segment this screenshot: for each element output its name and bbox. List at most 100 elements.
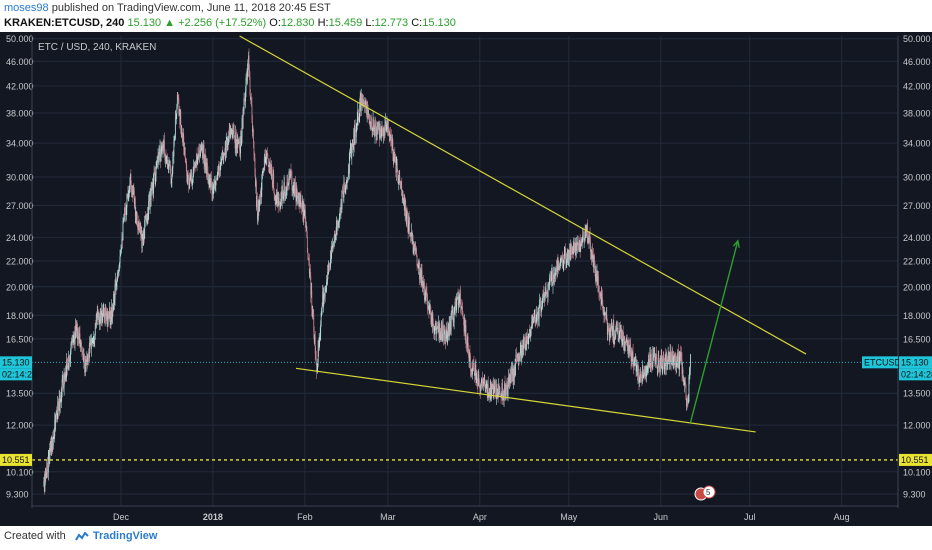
candle-body <box>269 162 271 172</box>
candle-body <box>369 121 371 124</box>
candle-body <box>606 319 608 335</box>
candle-body <box>633 361 635 367</box>
candle-body <box>638 366 639 380</box>
candle-body <box>343 192 344 198</box>
candle-body <box>442 324 444 340</box>
author-username[interactable]: moses98 <box>4 2 49 14</box>
price-tick-label: 42.000 <box>903 81 931 91</box>
candle-body <box>478 374 480 381</box>
trendline <box>295 367 756 433</box>
candle-body <box>487 384 489 393</box>
candle-body <box>178 97 180 115</box>
candle-body <box>552 270 553 286</box>
candle-body <box>531 321 533 325</box>
svg-text:5: 5 <box>706 488 711 497</box>
candle-body <box>224 153 226 155</box>
candle-body <box>91 339 93 344</box>
candle-body <box>575 243 577 256</box>
candle-body <box>53 430 55 437</box>
candle-body <box>605 312 607 319</box>
candle-body <box>512 368 513 375</box>
candle-body <box>382 127 383 133</box>
candle-body <box>620 328 622 339</box>
candle-body <box>242 109 244 129</box>
candle-body <box>83 354 85 363</box>
candle-body <box>342 191 344 193</box>
event-badge[interactable]: 5 <box>694 485 716 501</box>
candle-body <box>543 294 545 298</box>
candle-body <box>436 326 438 329</box>
candle-body <box>625 341 627 343</box>
candle-body <box>403 203 405 205</box>
candle-body <box>545 288 547 294</box>
candle-body <box>450 313 452 331</box>
candle-body <box>683 377 684 382</box>
candle-body <box>398 176 400 178</box>
candle-body <box>83 354 84 363</box>
candle-body <box>539 299 541 306</box>
candle-body <box>547 283 549 298</box>
price-chart[interactable]: ETC / USD, 240, KRAKEN 50.000 50.000 46.00… <box>0 32 932 526</box>
candle-body <box>373 127 375 132</box>
candle-body <box>457 296 459 306</box>
candle-body <box>604 312 606 314</box>
candle-body <box>630 356 632 362</box>
price-tick-label: 12.000 <box>6 421 34 431</box>
candle-body <box>666 361 668 365</box>
candle-body <box>636 365 637 372</box>
candle-body <box>233 130 235 136</box>
candle-body <box>250 95 251 100</box>
candle-body <box>446 327 448 343</box>
candle-body <box>78 331 79 336</box>
candle-body <box>666 355 668 362</box>
candle-body <box>251 104 253 122</box>
candle-body <box>289 176 291 179</box>
candle-body <box>76 324 78 325</box>
candle-body <box>575 244 577 256</box>
candle-body <box>510 379 511 384</box>
candle-body <box>420 268 422 285</box>
candle-body <box>92 340 94 342</box>
price-tick-label: 46.000 <box>6 57 34 67</box>
candle-body <box>252 129 254 132</box>
candle-body <box>406 211 408 214</box>
candle-body <box>267 158 269 167</box>
candle-body <box>217 166 219 169</box>
candle-body <box>83 354 85 369</box>
price-tick-label: 18.000 <box>903 311 931 321</box>
candle-body <box>167 155 168 169</box>
candle-body <box>501 383 503 395</box>
candle-body <box>617 327 619 342</box>
candle-body <box>125 207 126 213</box>
candle-body <box>136 213 138 226</box>
tradingview-brand[interactable]: TradingView <box>92 530 158 542</box>
candle-body <box>686 398 688 406</box>
candle-body <box>62 376 64 380</box>
candle-body <box>108 313 110 314</box>
candle-body <box>667 353 669 363</box>
candle-body <box>532 315 534 325</box>
candle-body <box>596 273 597 282</box>
candle-body <box>579 240 581 252</box>
candle-body <box>159 147 161 155</box>
candle-body <box>482 384 484 386</box>
time-tick-label: Jun <box>653 512 668 522</box>
candle-body <box>464 318 465 332</box>
candle-body <box>443 330 445 342</box>
candle-body <box>515 355 517 363</box>
candle-body <box>546 292 548 296</box>
candle-body <box>489 387 491 399</box>
candle-body <box>622 330 624 340</box>
current-left-tag: 15.130 <box>0 356 32 369</box>
candle-body <box>683 377 685 386</box>
candle-body <box>684 383 685 386</box>
candle-body <box>602 305 604 312</box>
candle-body <box>201 148 202 150</box>
candle-body <box>264 159 266 163</box>
candle-body <box>217 168 219 179</box>
candle-body <box>292 187 294 194</box>
candle-body <box>653 354 655 358</box>
candle-body <box>303 203 305 216</box>
candle-body <box>104 307 106 319</box>
candle-body <box>283 182 285 198</box>
